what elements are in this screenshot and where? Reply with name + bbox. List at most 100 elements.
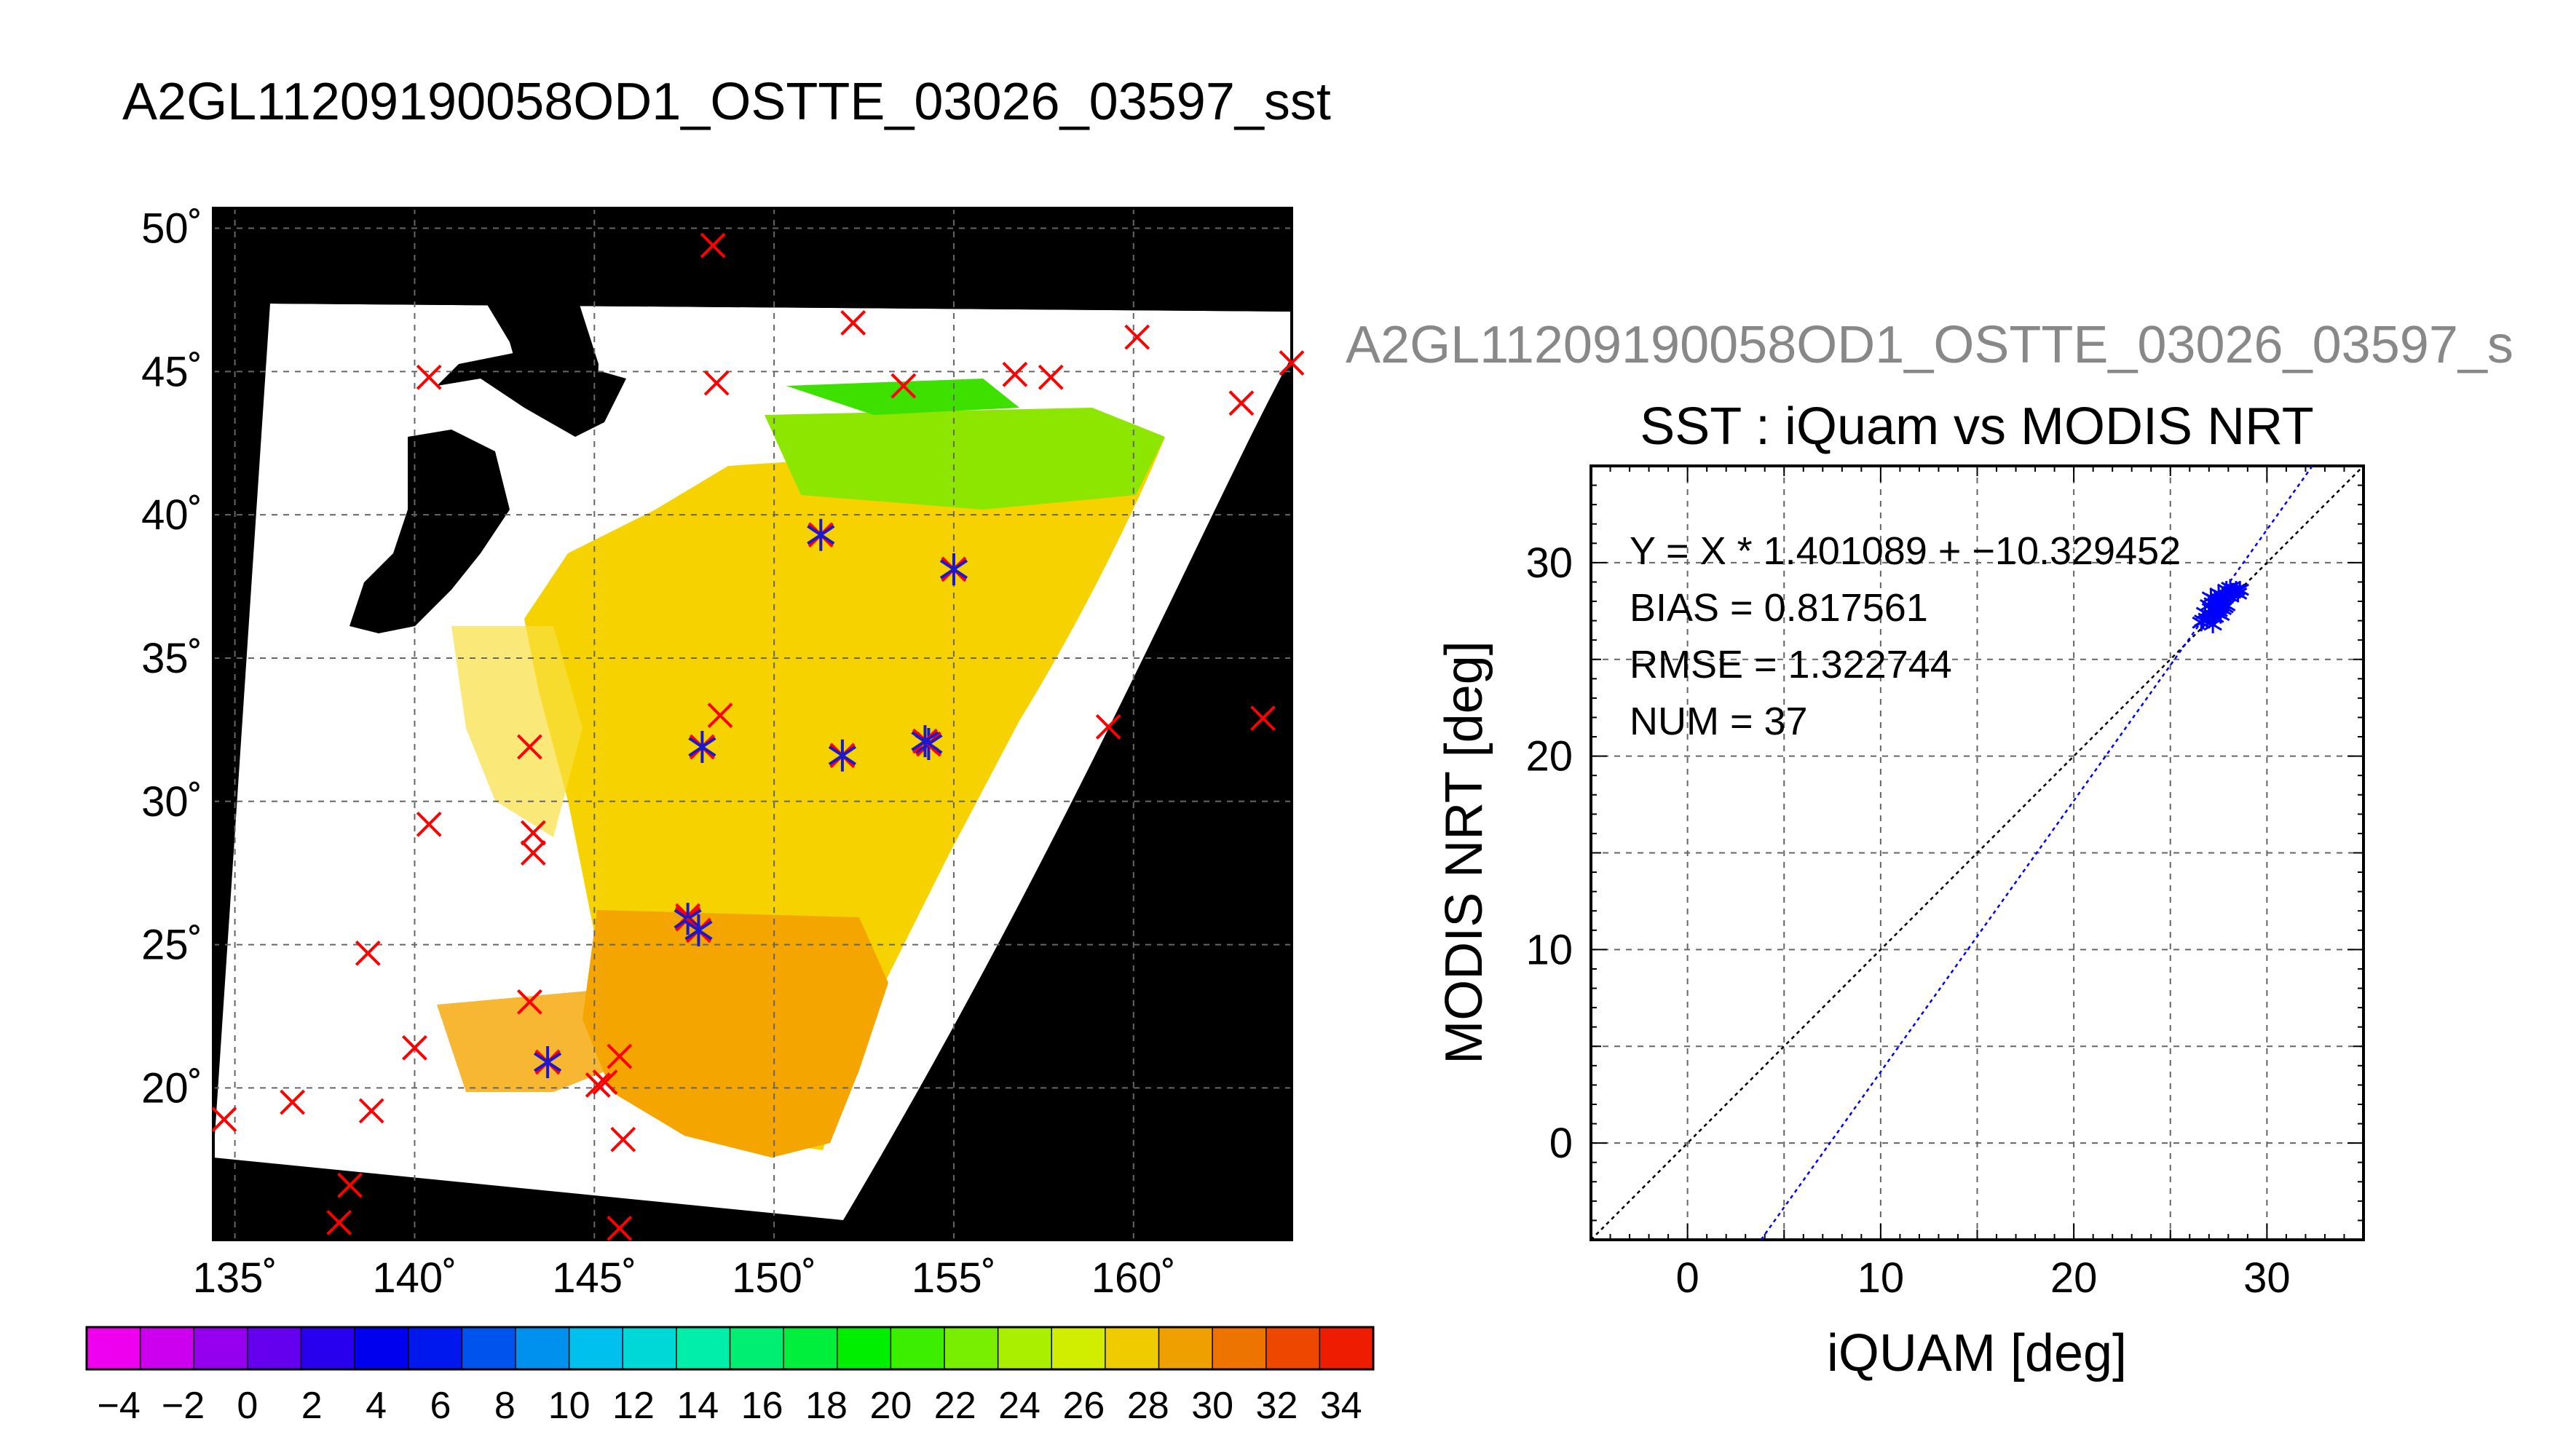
map-grid — [213, 208, 1292, 1240]
colorbar-label: 22 — [934, 1385, 976, 1427]
matchup-marker — [828, 739, 857, 772]
colorbar-segment — [783, 1327, 838, 1369]
colorbar-segment — [1212, 1327, 1267, 1369]
colorbar-label: 8 — [494, 1385, 516, 1427]
iquam-marker — [1279, 350, 1305, 376]
map-lon-tick-label: 145˚ — [552, 1254, 636, 1302]
iquam-marker — [517, 734, 542, 760]
colorbar-label: 4 — [366, 1385, 387, 1427]
colorbar: −4 −2 0 2 4 6 8 10 12 14 16 18 20 22 24 26 28 30 32 34 — [85, 1326, 1375, 1427]
iquam-marker — [402, 1034, 427, 1061]
colorbar-segment — [837, 1327, 891, 1369]
map-lon-tick-labels: 135˚ 140˚ 145˚ 150˚ 155˚ 160˚ — [193, 1254, 1176, 1302]
colorbar-segment — [998, 1327, 1052, 1369]
colorbar-label: 12 — [612, 1385, 655, 1427]
map-frame — [212, 207, 1293, 1241]
iquam-marker — [607, 1215, 633, 1241]
map-lat-tick-label: 20˚ — [141, 1064, 202, 1112]
colorbar-label: 26 — [1063, 1385, 1105, 1427]
colorbar-label: 34 — [1320, 1385, 1362, 1427]
sst-patch-mid — [765, 408, 1165, 510]
colorbar-segment — [569, 1327, 623, 1369]
colorbar-segment — [1158, 1327, 1213, 1369]
iquam-marker — [416, 811, 442, 837]
iquam-marker — [1250, 705, 1276, 732]
annotation-num: NUM = 37 — [1630, 700, 1808, 743]
colorbar-segments — [87, 1327, 1374, 1369]
iquam-marker — [610, 1126, 636, 1152]
colorbar-segment — [355, 1327, 409, 1369]
sst-patch-hot-west — [437, 990, 626, 1092]
matchup-marker — [534, 1045, 562, 1078]
colorbar-segment — [194, 1327, 248, 1369]
scatter-grid — [1590, 465, 2364, 1241]
colorbar-segment — [1105, 1327, 1159, 1369]
colorbar-segment — [301, 1327, 355, 1369]
iquam-marker — [1038, 364, 1064, 390]
scatter-ylabel: MODIS NRT [deg] — [1435, 641, 1493, 1064]
colorbar-label: 6 — [430, 1385, 451, 1427]
map-lon-tick-label: 155˚ — [912, 1254, 996, 1302]
annotation-rmse: RMSE = 1.322744 — [1630, 643, 1952, 687]
iquam-marker — [517, 989, 542, 1015]
iquam-marker — [607, 1043, 633, 1069]
scatter-points — [2192, 579, 2250, 633]
scatter-x-tick-label: 0 — [1675, 1254, 1699, 1302]
map-lon-tick-label: 150˚ — [732, 1254, 816, 1302]
iquam-marker — [520, 840, 546, 866]
colorbar-segment — [891, 1327, 945, 1369]
land-honshu — [350, 430, 510, 633]
colorbar-label: 32 — [1256, 1385, 1298, 1427]
scatter-y-tick-label: 0 — [1549, 1120, 1573, 1167]
matchup-marker — [939, 553, 968, 585]
colorbar-segment — [1051, 1327, 1106, 1369]
scatter-point — [2216, 596, 2236, 614]
colorbar-label: 10 — [548, 1385, 591, 1427]
scatter-x-tick-labels: 0 10 20 30 — [1675, 1254, 2290, 1302]
map-lat-tick-labels: 50˚ 45˚ 40˚ 35˚ 30˚ 25˚ 20˚ — [141, 205, 202, 1112]
scatter-plot: SST : iQuam vs MODIS NRT 0 10 20 30 0 10 20 30… — [1435, 397, 2365, 1382]
scatter-y-tick-label: 10 — [1525, 926, 1573, 973]
scatter-point — [2224, 582, 2244, 601]
annotation-bias: BIAS = 0.817561 — [1630, 586, 1928, 630]
matchup-marker — [684, 914, 713, 946]
colorbar-segment — [1319, 1327, 1374, 1369]
colorbar-label: −2 — [162, 1385, 205, 1427]
scatter-y-tick-label: 20 — [1525, 733, 1573, 780]
scatter-title: SST : iQuam vs MODIS NRT — [1640, 397, 2314, 456]
scatter-x-tick-label: 20 — [2050, 1254, 2098, 1302]
colorbar-label: 0 — [237, 1385, 258, 1427]
main-title: A2GL11209190058OD1_OSTTE_03026_03597_sst — [122, 73, 1331, 131]
map-lat-tick-label: 30˚ — [141, 778, 202, 826]
matchup-marker — [807, 518, 835, 551]
colorbar-label: 18 — [805, 1385, 848, 1427]
iquam-marker — [326, 1209, 352, 1235]
iquam-marker — [1124, 324, 1150, 350]
iquam-marker — [891, 373, 917, 399]
map-lat-tick-label: 45˚ — [141, 348, 202, 395]
annotation-fit: Y = X * 1.401089 + −10.329452 — [1630, 529, 2181, 573]
colorbar-label: 30 — [1191, 1385, 1233, 1427]
colorbar-segment — [516, 1327, 570, 1369]
iquam-marker — [700, 232, 726, 258]
map-lat-tick-label: 25˚ — [141, 922, 202, 969]
colorbar-segment — [408, 1327, 462, 1369]
map-lat-tick-label: 50˚ — [141, 205, 202, 253]
colorbar-label: 2 — [301, 1385, 323, 1427]
colorbar-label: 14 — [676, 1385, 719, 1427]
map-markers — [211, 232, 1305, 1241]
colorbar-segment — [623, 1327, 677, 1369]
secondary-title: A2GL11209190058OD1_OSTTE_03026_03597_s — [1346, 316, 2513, 374]
colorbar-label: −4 — [98, 1385, 141, 1427]
land-north — [213, 208, 1292, 312]
iquam-marker — [840, 310, 866, 336]
map-lon-tick-label: 140˚ — [372, 1254, 457, 1302]
map-lat-tick-label: 35˚ — [141, 635, 202, 682]
colorbar-label: 20 — [869, 1385, 912, 1427]
scatter-annotations: Y = X * 1.401089 + −10.329452 BIAS = 0.8… — [1630, 529, 2181, 743]
colorbar-segment — [140, 1327, 194, 1369]
scatter-point — [2194, 612, 2213, 630]
scatter-x-tick-label: 30 — [2243, 1254, 2291, 1302]
iquam-marker — [585, 1072, 611, 1098]
